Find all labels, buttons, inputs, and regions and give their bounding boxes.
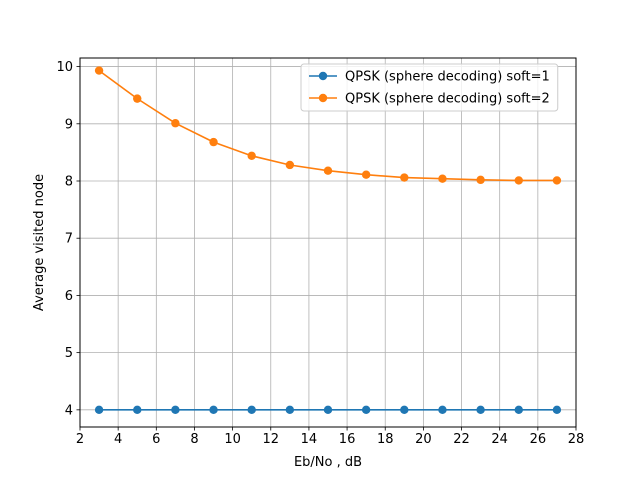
data-point <box>209 137 218 147</box>
x-tick-label: 14 <box>301 432 318 447</box>
data-point <box>323 166 333 175</box>
legend: QPSK (sphere decoding) soft=1 QPSK (spher… <box>300 63 559 112</box>
data-point <box>247 405 256 415</box>
legend-box <box>300 63 559 112</box>
data-point <box>94 66 104 75</box>
data-point <box>400 173 409 182</box>
data-point <box>361 170 371 179</box>
data-point <box>171 405 180 415</box>
data-point <box>438 405 447 415</box>
data-point <box>514 176 523 185</box>
series-1 <box>94 405 562 415</box>
data-point <box>514 405 523 415</box>
data-point <box>171 119 180 128</box>
data-point <box>400 405 409 415</box>
legend-label: QPSK (sphere decoding) soft=1 <box>345 70 550 85</box>
y-tick-label: 6 <box>65 289 73 304</box>
series-2 <box>94 66 562 185</box>
x-tick-label: 18 <box>377 432 394 447</box>
data-point <box>247 151 256 161</box>
x-tick-label: 4 <box>114 432 122 447</box>
data-point <box>552 176 562 185</box>
data-point <box>133 405 142 415</box>
x-tick-label: 16 <box>339 432 356 447</box>
y-tick-label: 7 <box>65 232 73 247</box>
data-point <box>438 174 447 183</box>
data-point <box>285 405 295 415</box>
legend-entries: QPSK (sphere decoding) soft=1 QPSK (spher… <box>309 70 550 107</box>
x-tick-label: 24 <box>491 432 508 447</box>
data-point <box>94 405 104 415</box>
data-point <box>285 160 295 170</box>
x-tick-label: 12 <box>262 432 279 447</box>
data-point <box>552 405 562 415</box>
data-point <box>133 94 142 103</box>
legend-entry: QPSK (sphere decoding) soft=2 <box>309 92 550 107</box>
x-tick-label: 22 <box>453 432 470 447</box>
legend-marker <box>318 93 328 103</box>
x-axis-label: Eb/No , dB <box>294 455 362 470</box>
y-tick-label: 10 <box>56 60 73 75</box>
plot-frame <box>79 57 577 428</box>
legend-entry: QPSK (sphere decoding) soft=1 <box>309 70 550 85</box>
data-point <box>361 405 371 415</box>
legend-label: QPSK (sphere decoding) soft=2 <box>345 92 550 107</box>
data-point <box>323 405 333 415</box>
y-tick-label: 9 <box>65 117 73 132</box>
data-point <box>209 405 218 415</box>
y-tick-label: 8 <box>65 175 73 190</box>
y-tick-label: 5 <box>65 346 73 361</box>
data-point <box>476 405 485 415</box>
x-tick-label: 28 <box>568 432 585 447</box>
x-tick-label: 8 <box>190 432 198 447</box>
legend-marker <box>318 71 328 81</box>
x-tick-label: 10 <box>224 432 241 447</box>
data-point <box>476 175 485 185</box>
x-tick-label: 6 <box>152 432 160 447</box>
x-tick-label: 2 <box>76 432 84 447</box>
x-tick-label: 26 <box>530 432 547 447</box>
x-tick-label: 20 <box>415 432 432 447</box>
series-group <box>94 66 562 415</box>
y-tick-label: 4 <box>65 403 73 418</box>
y-axis-label: Average visited node <box>32 174 47 311</box>
